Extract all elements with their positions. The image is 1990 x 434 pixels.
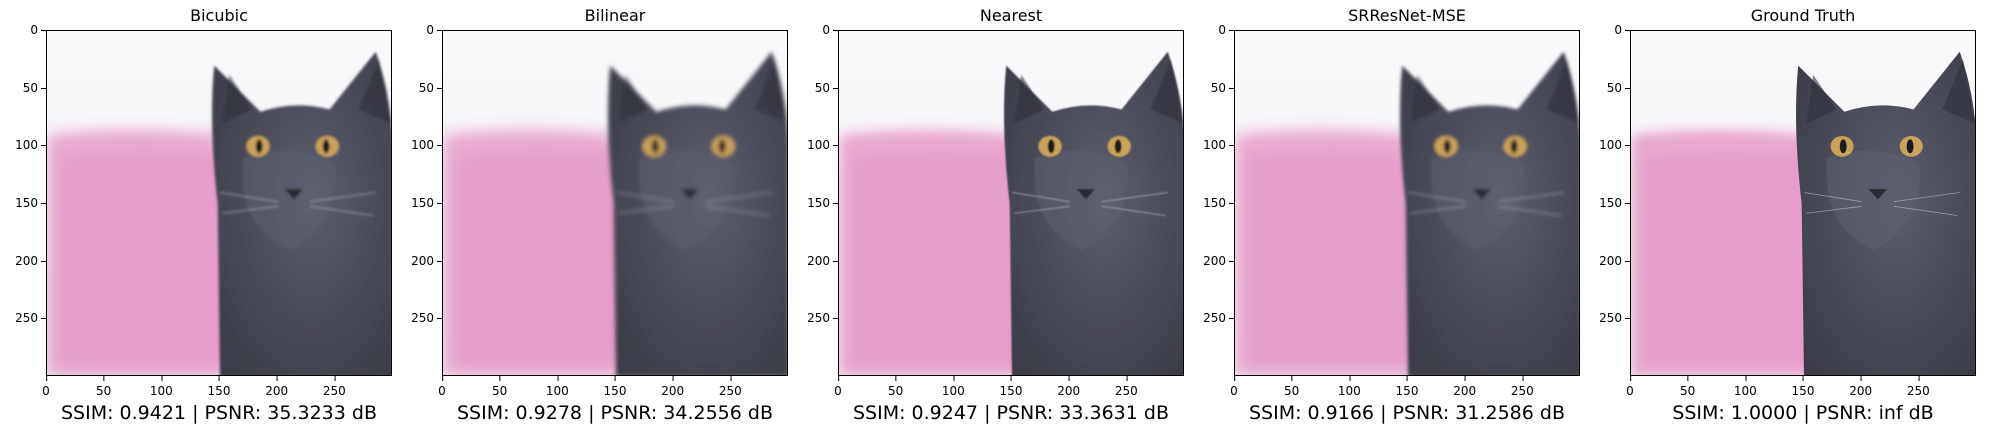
y-tick-label: 200: [1599, 253, 1630, 268]
y-tick-label: 100: [411, 138, 442, 153]
x-tick-label: 0: [42, 376, 50, 398]
image-frame: [1234, 30, 1580, 376]
cat-image: [443, 31, 787, 375]
x-tick-label: 0: [438, 376, 446, 398]
panel-title: Bicubic: [190, 6, 248, 25]
x-tick-label: 200: [1057, 376, 1081, 398]
image-frame: [838, 30, 1184, 376]
y-tick-label: 0: [1614, 23, 1630, 37]
x-tick-label: 100: [545, 376, 569, 398]
y-tick-label: 250: [411, 311, 442, 326]
x-tick-label: 50: [888, 376, 904, 398]
y-tick-label: 0: [426, 23, 442, 37]
metrics-label: SSIM: 0.9278 | PSNR: 34.2556 dB: [456, 402, 773, 424]
y-tick-label: 0: [822, 23, 838, 37]
x-tick-label: 150: [603, 376, 627, 398]
comparison-panel: Bilinear: [396, 0, 788, 434]
comparison-panel: Ground Truth: [1584, 0, 1976, 434]
cat-image: [839, 31, 1183, 375]
x-tick-label: 150: [1791, 376, 1815, 398]
y-tick-label: 150: [807, 196, 838, 210]
comparison-panel: SRResNet-MSE: [1188, 0, 1580, 434]
x-tick-label: 250: [1906, 376, 1930, 398]
x-tick-label: 100: [149, 376, 173, 398]
cat-image: [1631, 31, 1975, 375]
y-tick-label: 150: [1203, 196, 1234, 210]
x-tick-label: 250: [718, 376, 742, 398]
y-tick-label: 50: [1606, 80, 1631, 95]
image-frame: [46, 30, 392, 376]
y-tick-label: 250: [1203, 311, 1234, 326]
x-tick-label: 100: [1337, 376, 1361, 398]
panel-title: Ground Truth: [1750, 6, 1856, 25]
y-tick-label: 150: [411, 196, 442, 210]
x-tick-label: 0: [1626, 376, 1634, 398]
y-tick-label: 0: [1218, 23, 1234, 37]
y-tick-label: 50: [22, 80, 47, 95]
image-frame: [442, 30, 788, 376]
cat-image: [1235, 31, 1579, 375]
x-tick-label: 200: [1849, 376, 1873, 398]
cat-image: [47, 31, 391, 375]
x-tick-label: 100: [941, 376, 965, 398]
x-tick-label: 200: [1453, 376, 1477, 398]
y-tick-label: 200: [15, 253, 46, 268]
panel-title: Nearest: [979, 6, 1043, 25]
metrics-label: SSIM: 1.0000 | PSNR: inf dB: [1672, 402, 1934, 424]
comparison-panel: Nearest: [792, 0, 1184, 434]
x-tick-label: 150: [999, 376, 1023, 398]
y-tick-label: 0: [30, 23, 46, 37]
x-tick-label: 50: [492, 376, 508, 398]
x-tick-label: 100: [1733, 376, 1757, 398]
y-tick-label: 250: [1599, 311, 1630, 326]
x-tick-label: 50: [1680, 376, 1696, 398]
y-tick-label: 100: [1599, 138, 1630, 153]
x-tick-label: 200: [661, 376, 685, 398]
x-tick-label: 50: [96, 376, 112, 398]
metrics-label: SSIM: 0.9166 | PSNR: 31.2586 dB: [1248, 402, 1565, 424]
y-tick-label: 50: [1210, 80, 1235, 95]
x-tick-label: 250: [322, 376, 346, 398]
y-tick-label: 200: [1203, 253, 1234, 268]
panel-title: Bilinear: [584, 6, 646, 25]
y-tick-label: 200: [411, 253, 442, 268]
image-frame: [1630, 30, 1976, 376]
comparison-panel: Bicubic: [0, 0, 392, 434]
y-tick-label: 100: [807, 138, 838, 153]
y-tick-label: 100: [15, 138, 46, 153]
y-tick-label: 50: [814, 80, 839, 95]
x-tick-label: 250: [1114, 376, 1138, 398]
y-tick-label: 200: [807, 253, 838, 268]
metrics-label: SSIM: 0.9421 | PSNR: 35.3233 dB: [60, 402, 377, 424]
y-tick-label: 50: [418, 80, 443, 95]
x-tick-label: 0: [1230, 376, 1238, 398]
x-tick-label: 200: [265, 376, 289, 398]
y-tick-label: 250: [807, 311, 838, 326]
x-tick-label: 250: [1510, 376, 1534, 398]
x-tick-label: 50: [1284, 376, 1300, 398]
metrics-label: SSIM: 0.9247 | PSNR: 33.3631 dB: [852, 402, 1169, 424]
panel-title: SRResNet-MSE: [1348, 6, 1466, 25]
y-tick-label: 250: [15, 311, 46, 326]
x-tick-label: 150: [1395, 376, 1419, 398]
y-tick-label: 100: [1203, 138, 1234, 153]
x-tick-label: 150: [207, 376, 231, 398]
x-tick-label: 0: [834, 376, 842, 398]
y-tick-label: 150: [15, 196, 46, 210]
y-tick-label: 150: [1599, 196, 1630, 210]
